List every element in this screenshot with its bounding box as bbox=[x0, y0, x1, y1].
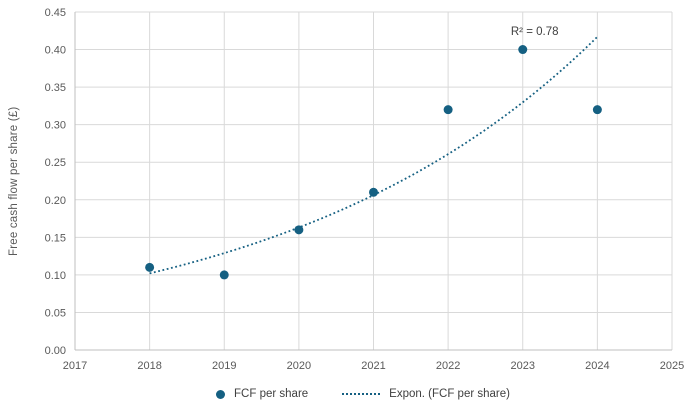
data-point bbox=[443, 105, 453, 115]
y-tick-label: 0.35 bbox=[45, 82, 66, 94]
legend-label-trendline: Expon. (FCF per share) bbox=[389, 388, 510, 400]
x-tick-label: 2019 bbox=[212, 360, 236, 372]
data-point bbox=[369, 187, 378, 197]
y-tick-label: 0.45 bbox=[45, 7, 66, 19]
x-tick-label: 2017 bbox=[63, 360, 87, 372]
x-tick-label: 2021 bbox=[361, 360, 385, 372]
data-point bbox=[592, 105, 602, 115]
data-point bbox=[145, 262, 155, 272]
r-squared-annotation: R² = 0.78 bbox=[511, 26, 559, 38]
x-tick-label: 2018 bbox=[137, 360, 161, 372]
y-tick-label: 0.10 bbox=[45, 270, 66, 282]
legend-label-fcf: FCF per share bbox=[234, 388, 309, 400]
y-tick-label: 0.00 bbox=[45, 345, 66, 357]
plot-area: 0.00 0.05 0.10 0.15 0.20 0.25 0.30 0.35 0.40 0.45… bbox=[45, 7, 685, 372]
dotted-line-icon bbox=[342, 393, 381, 395]
legend-item-trendline: Expon. (FCF per share) bbox=[342, 388, 510, 400]
y-tick-label: 0.15 bbox=[45, 232, 66, 244]
y-tick-label: 0.05 bbox=[45, 307, 66, 319]
x-tick-label: 2022 bbox=[436, 360, 460, 372]
legend: FCF per share Expon. (FCF per share) bbox=[0, 382, 698, 406]
y-tick-label: 0.20 bbox=[45, 195, 66, 207]
x-tick-label: 2020 bbox=[287, 360, 311, 372]
legend-item-fcf-per-share: FCF per share bbox=[216, 388, 308, 400]
scatter-marker-icon bbox=[216, 389, 226, 399]
data-point bbox=[518, 45, 528, 55]
x-tick-label: 2024 bbox=[585, 360, 609, 372]
y-tick-label: 0.25 bbox=[45, 157, 66, 169]
x-tick-label: 2025 bbox=[660, 360, 684, 372]
data-point bbox=[294, 225, 304, 235]
x-tick-label: 2023 bbox=[511, 360, 535, 372]
data-point bbox=[219, 270, 229, 280]
y-tick-label: 0.40 bbox=[45, 45, 66, 57]
y-tick-label: 0.30 bbox=[45, 120, 66, 132]
